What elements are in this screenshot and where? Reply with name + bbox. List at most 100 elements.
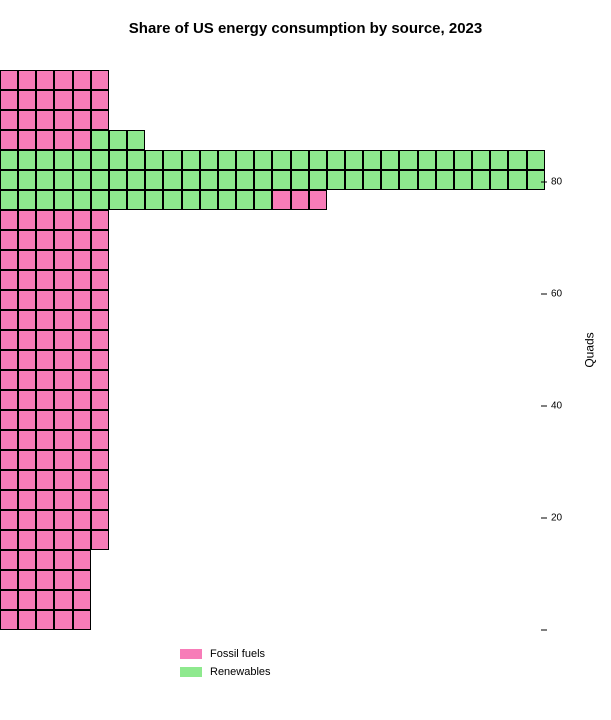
waffle-row <box>0 510 109 530</box>
brick-renewable <box>236 170 254 190</box>
brick-fossil <box>18 610 36 630</box>
brick-renewable <box>381 170 399 190</box>
brick-renewable <box>36 190 54 210</box>
brick-fossil <box>36 590 54 610</box>
waffle-row <box>0 110 109 130</box>
waffle-row <box>0 210 109 230</box>
brick-renewable <box>490 170 508 190</box>
brick-fossil <box>73 290 91 310</box>
brick-renewable <box>18 190 36 210</box>
brick-renewable <box>472 170 490 190</box>
brick-renewable <box>54 190 72 210</box>
brick-renewable <box>73 190 91 210</box>
brick-renewable <box>182 150 200 170</box>
brick-fossil <box>36 430 54 450</box>
brick-fossil <box>36 130 54 150</box>
brick-fossil <box>18 490 36 510</box>
brick-fossil <box>0 290 18 310</box>
brick-fossil <box>18 590 36 610</box>
brick-fossil <box>0 350 18 370</box>
axis-tick: 40 <box>551 401 562 412</box>
brick-fossil <box>0 510 18 530</box>
brick-fossil <box>54 70 72 90</box>
brick-fossil <box>91 430 109 450</box>
brick-fossil <box>54 290 72 310</box>
brick-renewable <box>490 150 508 170</box>
brick-renewable <box>109 130 127 150</box>
brick-fossil <box>36 510 54 530</box>
brick-fossil <box>91 390 109 410</box>
brick-fossil <box>36 270 54 290</box>
waffle-row <box>0 170 545 190</box>
brick-fossil <box>0 270 18 290</box>
brick-renewable <box>127 190 145 210</box>
brick-fossil <box>91 250 109 270</box>
waffle-row <box>0 290 109 310</box>
brick-fossil <box>54 90 72 110</box>
brick-fossil <box>0 230 18 250</box>
brick-fossil <box>73 90 91 110</box>
brick-fossil <box>73 350 91 370</box>
brick-fossil <box>73 590 91 610</box>
legend: Fossil fuelsRenewables <box>180 645 271 681</box>
brick-renewable <box>309 170 327 190</box>
brick-fossil <box>0 390 18 410</box>
chart-title: Share of US energy consumption by source… <box>0 20 611 37</box>
brick-renewable <box>145 150 163 170</box>
brick-fossil <box>36 230 54 250</box>
legend-item-fossil: Fossil fuels <box>180 645 271 663</box>
waffle-row <box>0 150 545 170</box>
brick-renewable <box>127 130 145 150</box>
waffle-row <box>0 190 327 210</box>
brick-renewable <box>508 150 526 170</box>
brick-fossil <box>272 190 290 210</box>
brick-renewable <box>327 150 345 170</box>
brick-fossil <box>54 230 72 250</box>
brick-fossil <box>18 230 36 250</box>
brick-fossil <box>18 310 36 330</box>
brick-renewable <box>363 170 381 190</box>
legend-item-renewable: Renewables <box>180 663 271 681</box>
brick-fossil <box>36 330 54 350</box>
brick-renewable <box>454 150 472 170</box>
brick-fossil <box>54 130 72 150</box>
brick-renewable <box>218 170 236 190</box>
brick-fossil <box>18 550 36 570</box>
brick-fossil <box>36 490 54 510</box>
brick-renewable <box>381 150 399 170</box>
brick-fossil <box>0 610 18 630</box>
brick-fossil <box>91 490 109 510</box>
brick-fossil <box>0 430 18 450</box>
brick-renewable <box>0 170 18 190</box>
brick-fossil <box>36 250 54 270</box>
brick-renewable <box>91 170 109 190</box>
brick-fossil <box>54 430 72 450</box>
brick-renewable <box>200 190 218 210</box>
brick-renewable <box>254 190 272 210</box>
waffle-row <box>0 70 109 90</box>
brick-fossil <box>18 530 36 550</box>
brick-renewable <box>508 170 526 190</box>
brick-renewable <box>0 190 18 210</box>
brick-fossil <box>73 330 91 350</box>
brick-fossil <box>36 310 54 330</box>
waffle-row <box>0 230 109 250</box>
brick-fossil <box>0 570 18 590</box>
brick-fossil <box>36 410 54 430</box>
brick-fossil <box>54 590 72 610</box>
brick-renewable <box>472 150 490 170</box>
brick-fossil <box>91 110 109 130</box>
brick-renewable <box>327 170 345 190</box>
brick-fossil <box>54 110 72 130</box>
brick-fossil <box>291 190 309 210</box>
brick-fossil <box>18 70 36 90</box>
brick-fossil <box>36 550 54 570</box>
waffle-row <box>0 90 109 110</box>
brick-fossil <box>0 330 18 350</box>
brick-fossil <box>36 350 54 370</box>
brick-fossil <box>91 310 109 330</box>
brick-renewable <box>399 150 417 170</box>
brick-renewable <box>91 130 109 150</box>
brick-fossil <box>0 250 18 270</box>
brick-fossil <box>91 510 109 530</box>
